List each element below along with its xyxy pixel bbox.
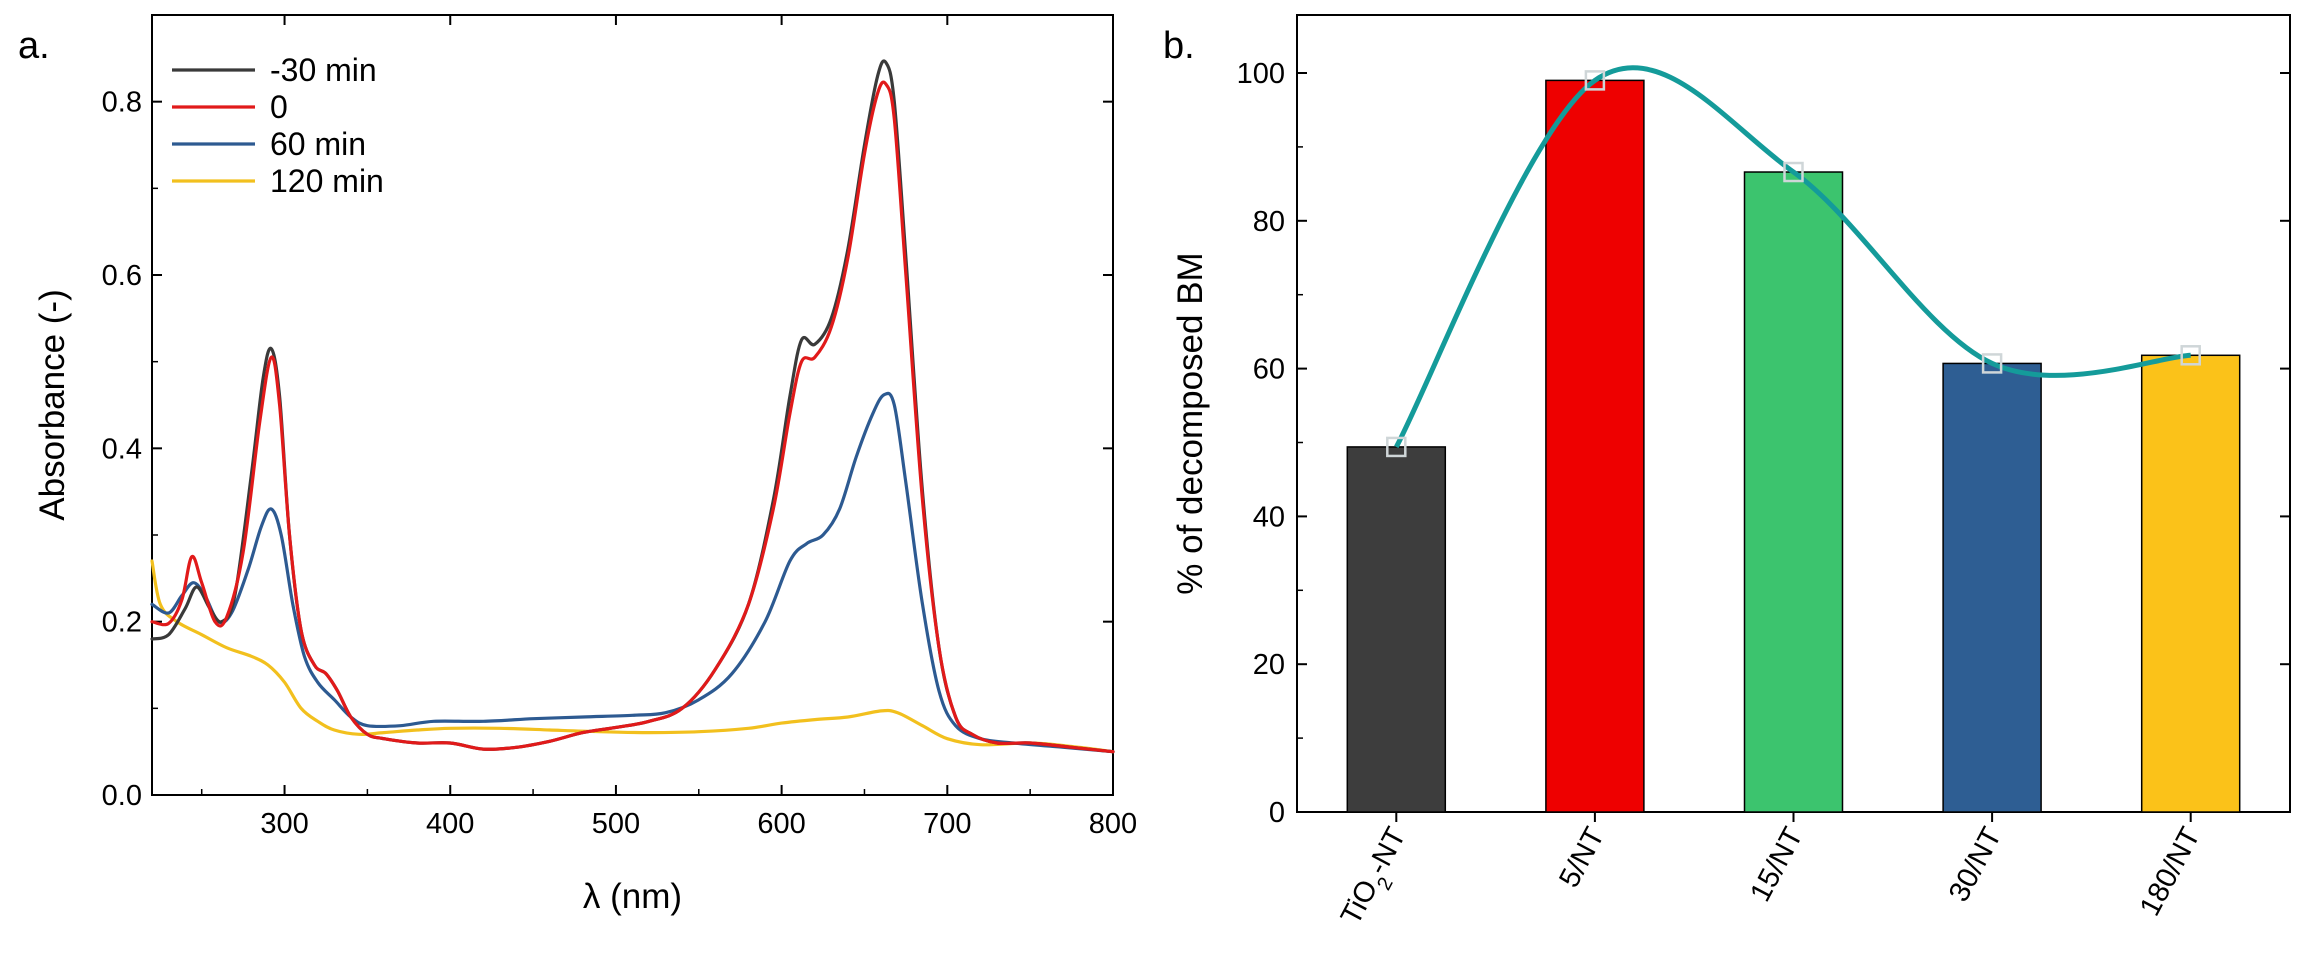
bar-30/NT xyxy=(1942,362,2042,813)
decomposition-y-tick-label: 40 xyxy=(1253,501,1285,533)
legend-entry-label: 120 min xyxy=(270,163,384,199)
bar-TiO2-NT xyxy=(1346,446,1447,813)
bar-15/NT xyxy=(1743,171,1844,813)
data-marker xyxy=(2180,345,2201,366)
panel-label-b: b. xyxy=(1163,25,1195,67)
legend-entry-label: -30 min xyxy=(270,52,377,88)
bar-180/NT xyxy=(2140,354,2241,813)
absorbance-y-axis-title: Absorbance (-) xyxy=(33,289,72,520)
decomposition-category-label: 30/NT xyxy=(1943,822,2008,907)
legend-entry-label: 0 xyxy=(270,89,288,125)
absorbance-y-tick-label: 0.6 xyxy=(102,260,142,292)
absorbance-y-tick-label: 0.4 xyxy=(102,433,142,465)
legend-entry-label: 60 min xyxy=(270,126,366,162)
decomposition-category-label: 5/NT xyxy=(1553,822,1611,893)
absorbance-y-tick-label: 0.2 xyxy=(102,607,142,639)
absorbance-chart: 300 400 500 600 700 800 0.0 0.2 0.4 0.6 0.8 -30 mi… xyxy=(33,14,1137,916)
decomposition-y-tick-label: 80 xyxy=(1253,206,1285,238)
absorbance-x-tick-label: 300 xyxy=(260,808,308,840)
absorbance-x-axis-title: λ (nm) xyxy=(583,877,682,916)
absorbance-x-tick-label: 700 xyxy=(923,808,971,840)
absorbance-axis-ticks: 300 400 500 600 700 800 0.0 0.2 0.4 0.6 0.8 xyxy=(102,14,1137,840)
absorbance-series-lines xyxy=(150,59,1115,754)
decomposition-y-tick-label: 100 xyxy=(1237,58,1285,90)
decomposition-category-label: TiO2-NT xyxy=(1335,822,1421,934)
absorbance-x-tick-label: 400 xyxy=(426,808,474,840)
decomposition-category-label: 180/NT xyxy=(2134,822,2207,921)
decomposition-bars xyxy=(1346,79,2241,813)
decomposition-y-tick-label: 0 xyxy=(1269,797,1285,829)
decomposition-category-label: 15/NT xyxy=(1744,822,1809,907)
absorbance-x-tick-label: 500 xyxy=(592,808,640,840)
decomposition-y-tick-label: 60 xyxy=(1253,354,1285,386)
absorbance-series-line-2 xyxy=(150,391,1115,754)
decomposition-trend-line xyxy=(1394,65,2191,449)
absorbance-x-tick-label: 800 xyxy=(1089,808,1137,840)
decomposition-markers xyxy=(1386,70,2201,458)
absorbance-y-tick-label: 0.8 xyxy=(102,87,142,119)
decomposition-y-tick-label: 20 xyxy=(1253,649,1285,681)
data-marker xyxy=(1783,161,1804,183)
decomposition-y-axis-title: % of decomposed BM xyxy=(1171,252,1210,594)
absorbance-series-line-3 xyxy=(150,559,1115,754)
data-marker xyxy=(1981,353,2003,374)
absorbance-y-tick-label: 0.0 xyxy=(102,780,142,812)
data-marker xyxy=(1584,70,1606,91)
bar-5/NT xyxy=(1545,79,1645,813)
panel-label-a: a. xyxy=(18,25,50,67)
data-marker xyxy=(1386,436,1407,458)
absorbance-plot-frame xyxy=(151,14,1114,796)
absorbance-series-line-1 xyxy=(150,80,1115,754)
absorbance-x-tick-label: 600 xyxy=(757,808,805,840)
